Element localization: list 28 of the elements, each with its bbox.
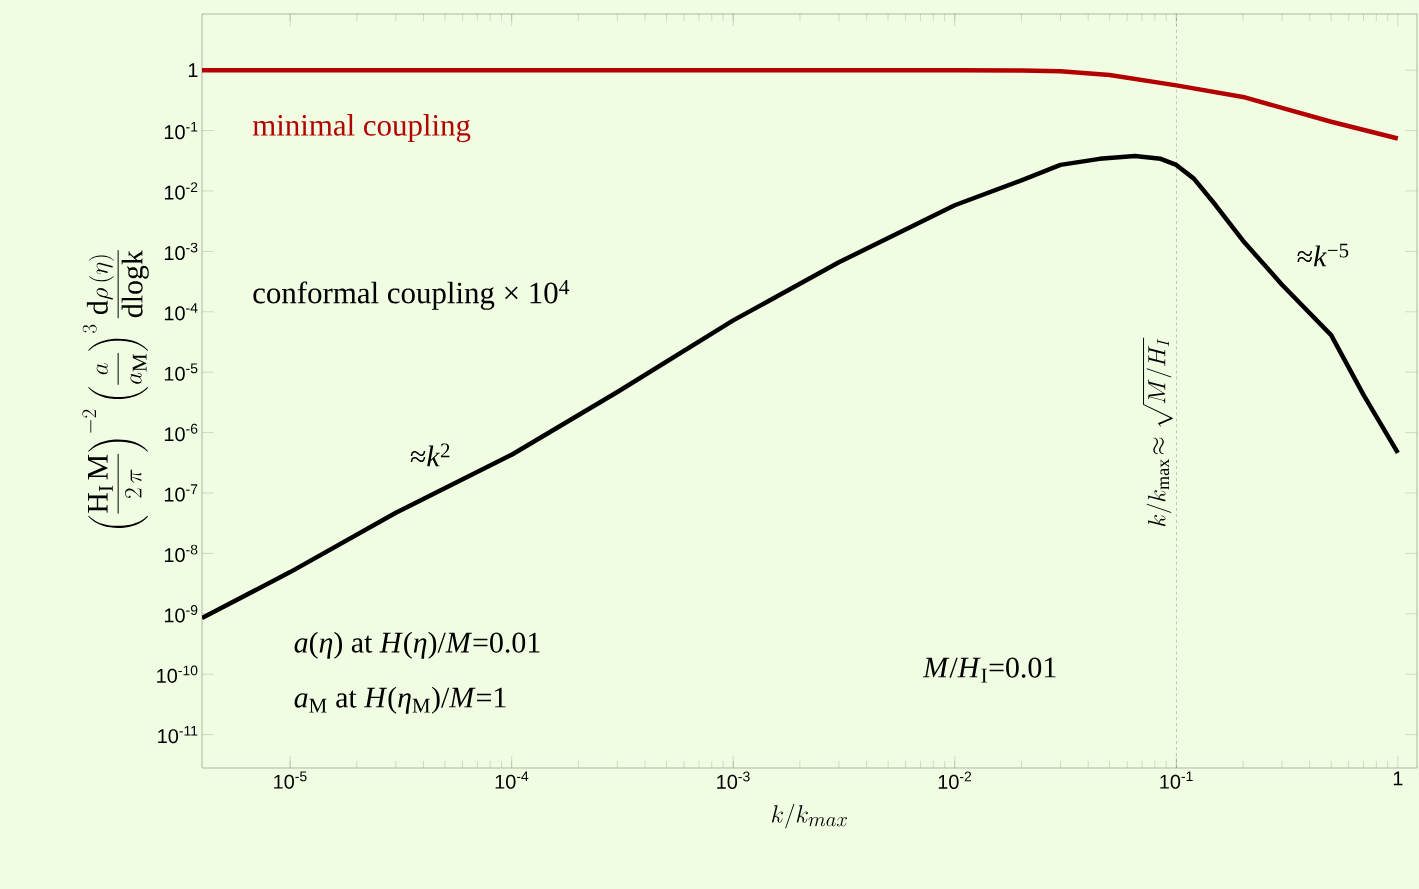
series-label: minimal coupling: [252, 114, 471, 143]
y-tick-label: 10$^{-11}$: [158, 725, 198, 744]
ref-line-label: $k/k_{\mathrm{max}}\!\approx\sqrt{M/H_I}$: [1143, 337, 1173, 527]
y-tick-label: 10$^{-4}$: [164, 303, 198, 321]
y-tick-label: 10$^{-6}$: [164, 423, 198, 442]
y-tick-label: 1: [188, 63, 198, 77]
y-tick-label: 10$^{-3}$: [164, 242, 198, 261]
x-tick-label: 1: [1393, 771, 1403, 786]
x-tick-label: 10$^{-5}$: [274, 771, 307, 789]
y-tick-label: 10$^{-9}$: [164, 605, 198, 623]
x-tick-label: 10$^{-2}$: [938, 771, 972, 789]
text: a(η) at H(η)/M=0.01: [294, 631, 540, 659]
y-tick-label: 10$^{-10}$: [157, 665, 198, 683]
y-tick-label: 10$^{-1}$: [164, 121, 198, 140]
annotation: ≈k$^{−5}$: [1297, 243, 1349, 267]
x-tick-label: 10$^{-3}$: [717, 771, 750, 789]
y-tick-label: 10$^{-8}$: [164, 544, 198, 563]
text: conformal coupling × 10$^{4}$: [253, 279, 570, 310]
y-axis-title: $\left(\frac{\mathrm{H_I\,M}}{2\,\pi}\right)^{-2}\left(\frac{a}{a_{\mathrm{M}}}\right)^{3}\frac{\mathrm{d}\rho\,(\eta)}{\mathrm{dlogk}}$: [82, 250, 149, 528]
x-tick-label: 10$^{-4}$: [495, 771, 529, 789]
text: a$_{M}$ at H(η$_{M}$)/M=1: [294, 686, 506, 714]
y-tick-label: 10$^{-5}$: [164, 363, 198, 381]
y-tick-label: 10$^{-2}$: [164, 182, 198, 200]
annotation: ≈k$^{2}$: [410, 443, 450, 467]
annotation: M/H$_{I}$=0.01: [922, 657, 1056, 683]
x-tick-label: 10$^{-1}$: [1160, 771, 1193, 789]
x-axis-title: $k/k_{max}$: [771, 803, 847, 829]
y-tick-label: 10$^{-7}$: [164, 484, 198, 502]
